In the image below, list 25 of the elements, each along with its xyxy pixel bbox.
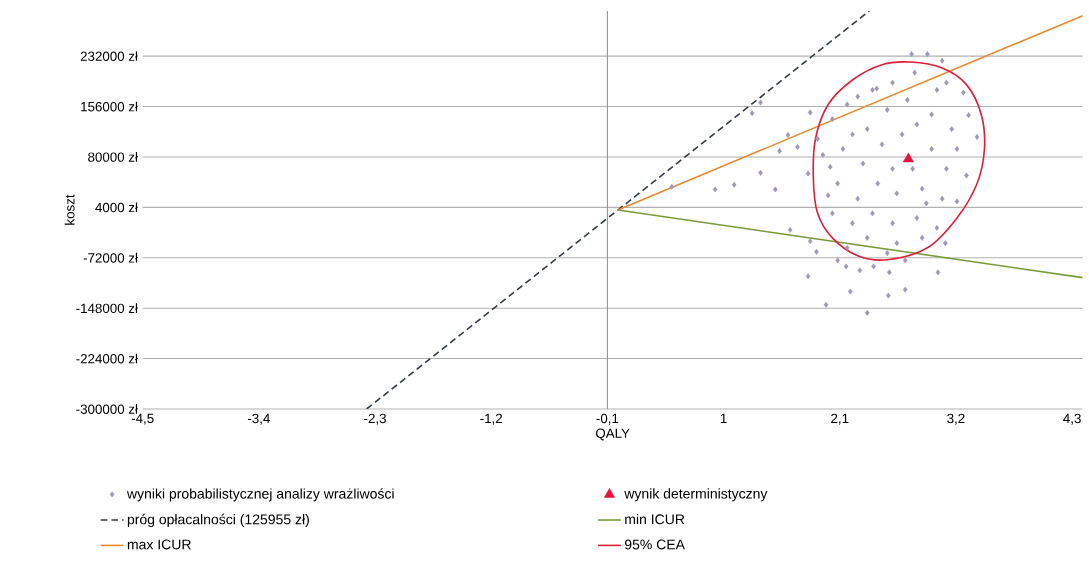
- legend-label: wyniki probabilistycznej analizy wrażliwości: [126, 488, 394, 502]
- x-tick-label: 4,3: [1063, 413, 1081, 425]
- y-tick-label: 156000 zł: [81, 101, 138, 112]
- legend-label: max ICUR: [127, 539, 191, 550]
- y-tick-label: -72000 zł: [83, 252, 138, 263]
- x-tick-label: -4,5: [131, 413, 154, 425]
- y-tick-label: 4000 zł: [95, 202, 138, 213]
- y-axis-title: koszt: [64, 194, 75, 225]
- x-tick-label: 1: [720, 413, 727, 423]
- y-tick-label: 80000 zł: [88, 152, 138, 162]
- legend-label: wynik deterministyczny: [624, 488, 768, 502]
- text: 95% CEA: [624, 539, 685, 550]
- x-tick-label: -0,1: [596, 413, 619, 425]
- y-tick-label: -300000 zł: [76, 404, 138, 414]
- x-tick-label: -2,3: [364, 413, 386, 425]
- legend-label: próg opłacalności (125955 zł): [127, 513, 309, 528]
- x-tick-label: -1,2: [480, 413, 503, 425]
- y-tick-label: 232000 zł: [80, 51, 138, 61]
- x-tick-label: 2,1: [831, 413, 849, 425]
- y-tick-label: -224000 zł: [76, 353, 138, 364]
- legend-label: min ICUR: [625, 513, 685, 525]
- x-tick-label: -3,4: [247, 413, 270, 425]
- y-tick-label: -148000 zł: [76, 303, 138, 314]
- x-axis-title: QALY: [596, 428, 630, 441]
- x-tick-label: 3,2: [947, 413, 965, 425]
